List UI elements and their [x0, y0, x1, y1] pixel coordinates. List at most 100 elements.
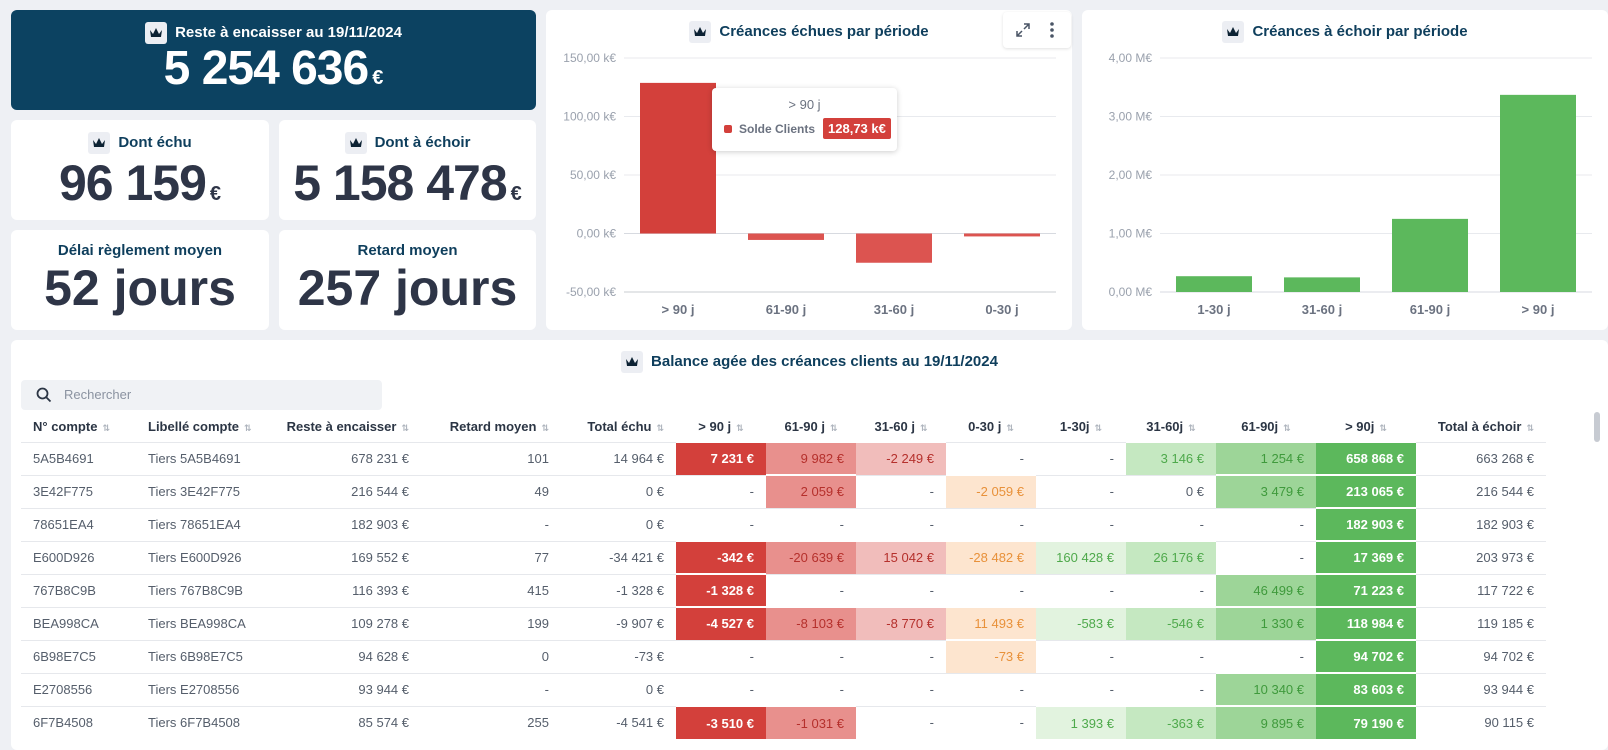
- bar[interactable]: [1284, 277, 1360, 292]
- sort-icon[interactable]: ⇅: [1006, 423, 1014, 434]
- sort-icon[interactable]: ⇅: [244, 423, 252, 434]
- table-cell: 3 146 €: [1126, 441, 1216, 475]
- table-cell: 415: [421, 573, 561, 607]
- bar[interactable]: [1176, 276, 1252, 292]
- bar[interactable]: [856, 233, 932, 263]
- column-header[interactable]: 61-90j ⇅: [1241, 419, 1291, 434]
- sort-icon[interactable]: ⇅: [401, 423, 409, 434]
- table-cell: -28 482 €: [946, 540, 1036, 574]
- table-row[interactable]: 5A5B4691 Tiers 5A5B4691 678 231 €101 14 964…: [21, 441, 1546, 475]
- column-header[interactable]: > 90j ⇅: [1345, 419, 1387, 434]
- table-row[interactable]: 6F7B4508 Tiers 6F7B4508 85 574 €255 -4 541 …: [21, 705, 1546, 739]
- kpi-title: Reste à encaisser au 19/11/2024: [11, 10, 536, 44]
- table-cell: 79 190 €: [1316, 705, 1416, 739]
- bar[interactable]: [1500, 94, 1576, 292]
- bar[interactable]: [640, 82, 716, 234]
- table-cell: 77: [421, 540, 561, 574]
- table-cell: Tiers E2708556: [136, 672, 271, 706]
- sort-icon[interactable]: ⇅: [656, 423, 664, 434]
- table-cell: 78651EA4: [21, 507, 136, 541]
- table-row[interactable]: E600D926 Tiers E600D926 169 552 €77 -34 421…: [21, 540, 1546, 574]
- table-cell: -: [1216, 639, 1316, 673]
- column-header[interactable]: Total échu ⇅: [587, 419, 664, 435]
- table-cell: 9 895 €: [1216, 705, 1316, 739]
- sort-icon[interactable]: ⇅: [1094, 423, 1103, 434]
- column-header[interactable]: Libellé compte ⇅: [148, 419, 252, 435]
- column-header[interactable]: N° compte ⇅: [33, 419, 110, 435]
- kpi-value: 52 jours: [44, 260, 236, 316]
- column-header[interactable]: Total à échoir ⇅: [1437, 419, 1534, 435]
- kpi-dont-a-echoir: Dont à échoir 5 158 478 €: [279, 120, 536, 220]
- sort-icon[interactable]: ⇅: [829, 423, 838, 433]
- table-row[interactable]: 6B98E7C5 Tiers 6B98E7C5 94 628 €0 -73 € - - - -…: [21, 639, 1546, 673]
- search-box[interactable]: [21, 380, 382, 410]
- table-cell: -: [1036, 639, 1126, 673]
- table-row[interactable]: 3E42F775 Tiers 3E42F775 216 544 €49 0 € -2 0…: [21, 474, 1546, 508]
- column-header[interactable]: Reste à encaisser ⇅: [286, 419, 409, 435]
- sort-icon[interactable]: ⇅: [1188, 423, 1196, 433]
- table-cell: -: [676, 672, 766, 706]
- y-tick-label: 0,00 k€: [577, 227, 617, 241]
- column-header[interactable]: 31-60 j ⇅: [874, 419, 928, 434]
- x-tick-label: 31-60 j: [874, 302, 914, 317]
- table-cell: 255: [421, 705, 561, 739]
- y-tick-label: 150,00 k€: [563, 51, 616, 65]
- aged-balance-table-card: Balance agée des créances clients au 19/…: [11, 340, 1608, 750]
- vertical-scrollbar[interactable]: [1594, 412, 1600, 442]
- crown-icon: [145, 22, 168, 44]
- crown-icon: [689, 21, 712, 43]
- table-cell: 9 982 €: [766, 441, 856, 475]
- x-tick-label: 61-90 j: [1410, 302, 1450, 317]
- sort-icon[interactable]: ⇅: [1283, 423, 1291, 433]
- y-tick-label: 4,00 M€: [1109, 51, 1153, 65]
- sort-icon[interactable]: ⇅: [541, 423, 549, 434]
- table-cell: -1 031 €: [766, 705, 856, 739]
- expand-icon[interactable]: [1015, 22, 1031, 43]
- table-cell: Tiers E600D926: [136, 540, 271, 574]
- crown-icon: [621, 351, 644, 373]
- table-cell: E600D926: [21, 540, 136, 574]
- table-row[interactable]: BEA998CA Tiers BEA998CA 109 278 €199 -9 907…: [21, 606, 1546, 640]
- table-cell: -: [676, 507, 766, 541]
- table-cell: 213 065 €: [1316, 474, 1416, 508]
- table-row[interactable]: E2708556 Tiers E2708556 93 944 € -0 € - - - - - -…: [21, 672, 1546, 706]
- sort-icon[interactable]: ⇅: [919, 423, 928, 433]
- x-tick-label: > 90 j: [662, 302, 695, 317]
- table-cell: Tiers 6B98E7C5: [136, 639, 271, 673]
- column-header[interactable]: > 90 j ⇅: [698, 419, 744, 434]
- table-cell: 26 176 €: [1126, 540, 1216, 574]
- table-cell: -: [856, 507, 946, 541]
- table-cell: 182 903 €: [1316, 507, 1416, 541]
- table-cell: 93 944 €: [271, 672, 421, 706]
- more-options-icon[interactable]: [1049, 21, 1055, 44]
- bar[interactable]: [748, 233, 824, 240]
- table-cell: 216 544 €: [271, 474, 421, 508]
- table-row[interactable]: 767B8C9B Tiers 767B8C9B 116 393 €415 -1 328…: [21, 573, 1546, 607]
- kpi-reste-a-encaisser: Reste à encaisser au 19/11/2024 5 254 63…: [11, 10, 536, 110]
- table-cell: Tiers BEA998CA: [136, 606, 271, 640]
- table-cell: 10 340 €: [1216, 672, 1316, 706]
- table-cell: -: [421, 672, 561, 706]
- series-marker: [724, 124, 732, 133]
- table-cell: -73 €: [561, 639, 676, 673]
- table-cell: 216 544 €: [1416, 474, 1546, 508]
- table-cell: 117 722 €: [1416, 573, 1546, 607]
- sort-icon[interactable]: ⇅: [736, 423, 744, 433]
- column-header[interactable]: 31-60j ⇅: [1146, 419, 1196, 434]
- sort-icon[interactable]: ⇅: [1379, 423, 1387, 433]
- bar[interactable]: [1392, 218, 1468, 292]
- column-header[interactable]: 0-30 j ⇅: [968, 419, 1014, 435]
- y-tick-label: 1,00 M€: [1109, 227, 1153, 241]
- search-input[interactable]: [64, 387, 364, 402]
- bar[interactable]: [964, 233, 1040, 237]
- column-header[interactable]: 61-90 j ⇅: [784, 419, 838, 434]
- sort-icon[interactable]: ⇅: [1526, 423, 1534, 434]
- table-cell: 0: [421, 639, 561, 673]
- table-cell: Tiers 5A5B4691: [136, 441, 271, 475]
- table-row[interactable]: 78651EA4 Tiers 78651EA4 182 903 € -0 € - - - - -…: [21, 507, 1546, 541]
- table-cell: 0 €: [561, 507, 676, 541]
- table-cell: -546 €: [1126, 606, 1216, 640]
- column-header[interactable]: Retard moyen ⇅: [449, 419, 549, 435]
- sort-icon[interactable]: ⇅: [102, 423, 110, 434]
- column-header[interactable]: 1-30j ⇅: [1059, 419, 1103, 435]
